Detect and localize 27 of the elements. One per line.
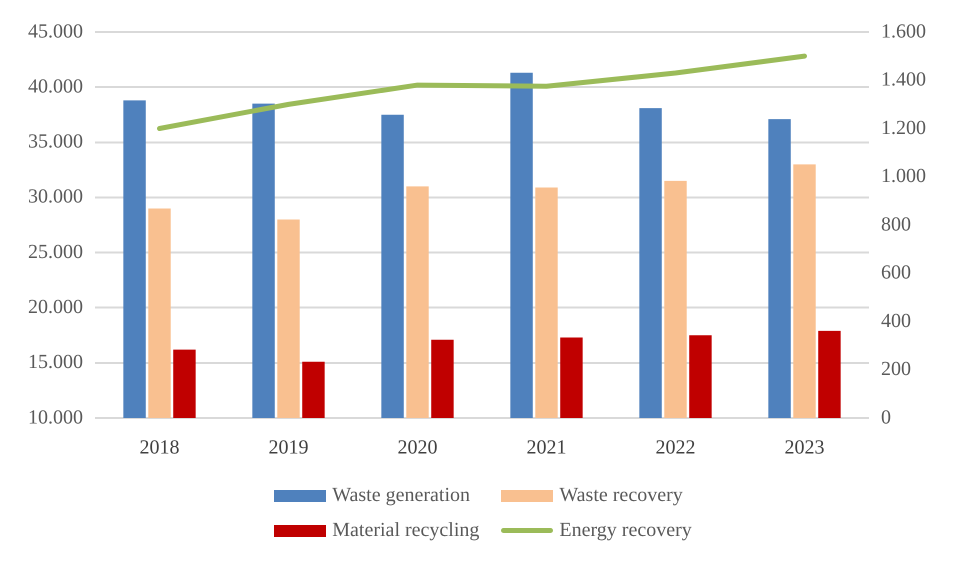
x-tick-label: 2020: [398, 436, 438, 458]
y-tick-label: 15.000: [28, 351, 83, 374]
legend-label: Waste generation: [332, 484, 470, 507]
y-tick-label: 45.000: [28, 20, 83, 42]
y2-tick-label: 1.600: [881, 20, 926, 42]
y-tick-label: 30.000: [28, 186, 83, 208]
y2-tick-label: 1.000: [881, 165, 926, 187]
y2-tick-label: 1.200: [881, 116, 926, 139]
y2-tick-label: 0: [881, 406, 891, 428]
x-tick-label: 2023: [784, 436, 824, 458]
legend-label: Material recycling: [332, 519, 480, 542]
x-tick-label: 2018: [140, 436, 180, 458]
x-tick-label: 2022: [656, 436, 696, 458]
y2-tick-label: 200: [881, 358, 911, 380]
y-tick-label: 20.000: [28, 296, 83, 318]
legend-label: Energy recovery: [559, 519, 692, 542]
y-tick-label: 25.000: [28, 240, 83, 263]
y2-tick-label: 800: [881, 213, 911, 236]
x-tick-label: 2021: [526, 436, 566, 458]
y2-tick-label: 400: [881, 310, 911, 332]
legend-label: Waste recovery: [559, 484, 683, 507]
y2-tick-label: 600: [881, 262, 911, 284]
y-tick-label: 40.000: [28, 75, 83, 98]
y2-tick-label: 1.400: [881, 68, 926, 90]
y-tick-label: 10.000: [28, 406, 83, 428]
y-tick-label: 35.000: [28, 130, 83, 153]
x-tick-label: 2019: [268, 436, 308, 458]
